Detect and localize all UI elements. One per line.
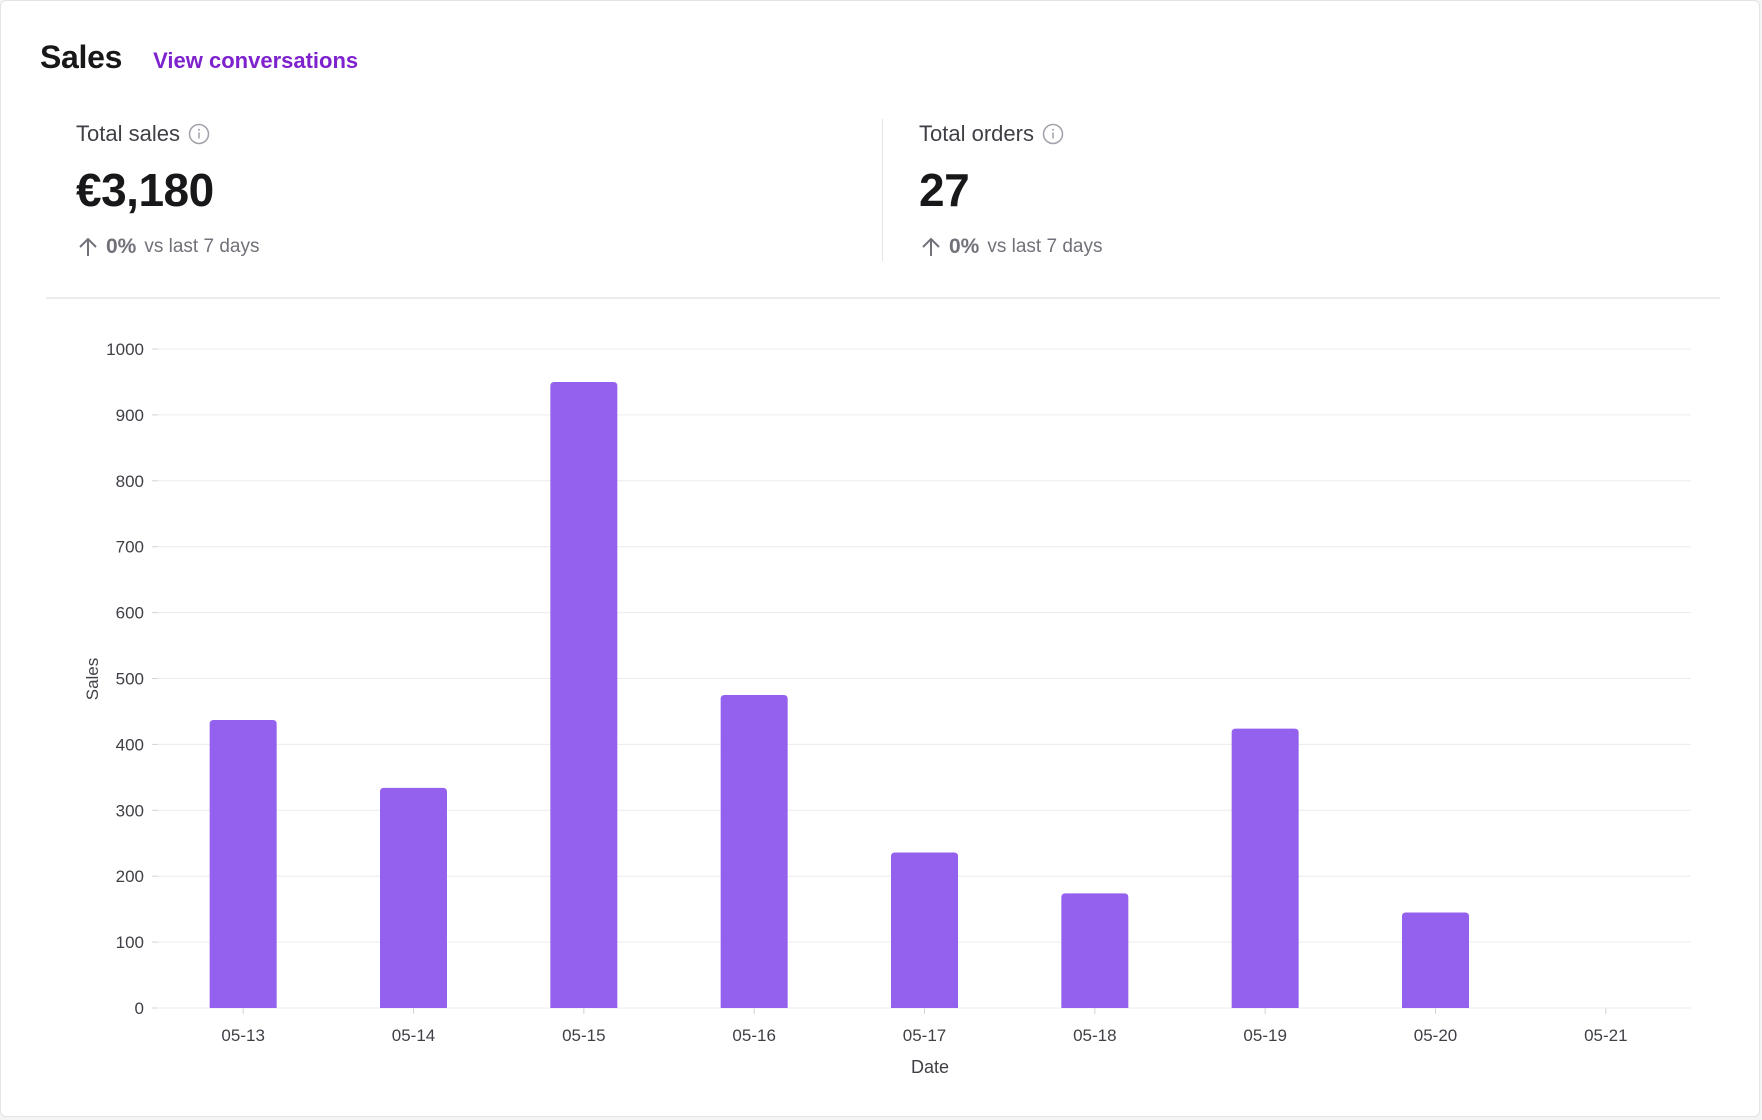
total-orders-change: 0% vs last 7 days [919,233,1102,261]
y-tick-label: 300 [116,801,144,820]
x-tick-label: 05-14 [392,1026,435,1045]
y-tick-label: 900 [116,406,144,425]
y-tick-label: 700 [116,538,144,557]
total-orders-change-suffix: vs last 7 days [987,236,1103,257]
card-header: Sales View conversations [40,39,358,76]
total-orders-value: 27 [919,164,970,216]
y-tick-label: 200 [116,867,144,886]
bar-05-13[interactable] [209,720,277,1008]
x-tick-label: 05-18 [1073,1026,1116,1045]
total-sales-label-row: Total sales [76,119,259,149]
bar-05-17[interactable] [891,852,958,1008]
total-orders-label-row: Total orders [919,119,1102,149]
total-sales-change-percent: 0% [106,235,137,258]
bar-05-14[interactable] [380,787,447,1008]
x-axis-label: Date [911,1057,949,1077]
bar-05-19[interactable] [1231,728,1299,1008]
arrow-up-icon [919,235,943,259]
x-tick-label: 05-17 [903,1026,946,1045]
total-orders-metric: Total orders 27 0% vs last 7 days [919,119,1102,261]
y-axis-label: Sales [83,658,102,701]
metrics-divider [882,119,883,261]
total-sales-value: €3,180 [76,164,214,216]
total-orders-change-percent: 0% [949,235,980,258]
bar-05-15[interactable] [550,381,618,1008]
section-divider [46,297,1720,299]
total-sales-change: 0% vs last 7 days [76,233,259,261]
x-tick-label: 05-20 [1414,1026,1457,1045]
y-tick-label: 0 [135,999,144,1018]
total-orders-label: Total orders [919,121,1034,146]
y-tick-label: 1000 [106,340,144,359]
view-conversations-link[interactable]: View conversations [153,48,359,73]
total-sales-metric: Total sales €3,180 0% vs last 7 days [76,119,259,261]
y-tick-label: 500 [116,670,144,689]
x-tick-label: 05-16 [732,1026,775,1045]
y-tick-label: 600 [116,604,144,623]
y-tick-label: 800 [116,472,144,491]
arrow-up-icon [76,235,100,259]
y-tick-label: 100 [116,933,144,952]
bar-05-20[interactable] [1402,912,1469,1008]
x-tick-label: 05-21 [1584,1026,1627,1045]
bar-05-16[interactable] [720,694,788,1008]
x-tick-label: 05-19 [1243,1026,1286,1045]
x-tick-label: 05-15 [562,1026,605,1045]
bar-05-18[interactable] [1061,893,1129,1008]
total-sales-label: Total sales [76,121,180,146]
x-tick-label: 05-13 [221,1026,264,1045]
info-circle-icon[interactable] [188,123,210,145]
y-tick-label: 400 [116,735,144,754]
card-title: Sales [40,39,123,75]
total-sales-change-suffix: vs last 7 days [144,236,260,257]
info-circle-icon[interactable] [1042,123,1064,145]
